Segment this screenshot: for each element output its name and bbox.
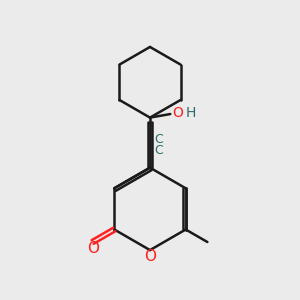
Text: C: C [154, 144, 163, 157]
Text: O: O [87, 241, 99, 256]
Text: O: O [144, 249, 156, 264]
Text: O: O [173, 106, 184, 120]
Text: C: C [154, 133, 163, 146]
Text: H: H [186, 106, 196, 120]
